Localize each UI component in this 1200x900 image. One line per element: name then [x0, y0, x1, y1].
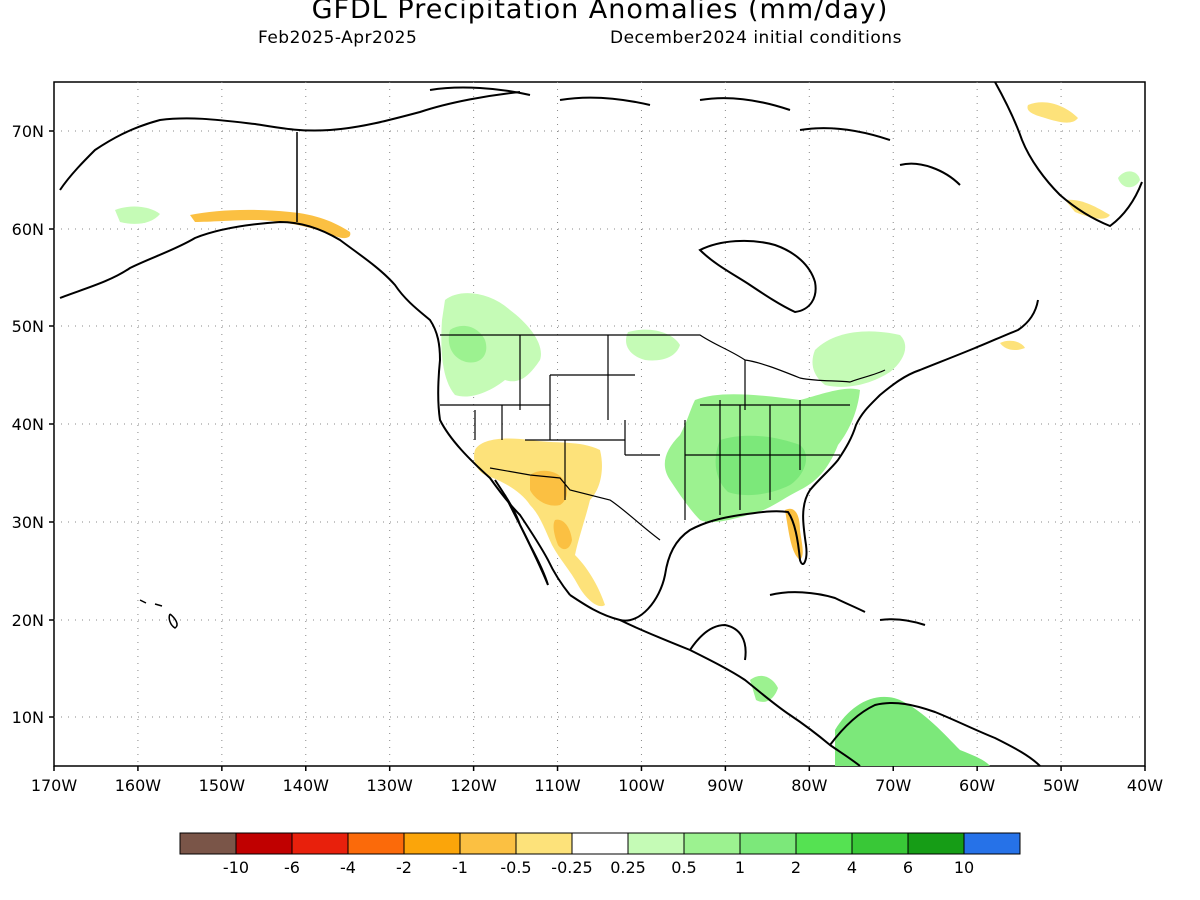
coastline-arctic-islands [429, 86, 961, 186]
dry-anomaly-mexico [553, 519, 572, 550]
longitude-labels: 170W 160W 150W 140W 130W 120W 110W 100W 90W 80W 70… [31, 776, 1163, 795]
coastline-alaska-north [59, 91, 521, 191]
coastline-hudson-bay [698, 239, 817, 314]
lon-label: 130W [367, 776, 414, 795]
lon-label: 100W [618, 776, 665, 795]
lon-label: 160W [115, 776, 162, 795]
lat-label: 60N [12, 220, 44, 239]
wet-anomaly-plains [625, 329, 680, 361]
coastline-yucatan [689, 623, 747, 661]
legend-label: 0.25 [610, 858, 646, 877]
legend-label: -10 [223, 858, 249, 877]
legend-swatch [515, 832, 573, 855]
legend-label: -6 [284, 858, 300, 877]
color-legend: -10 -6 -4 -2 -1 -0.5 -0.25 0.25 0.5 1 2 4 6 10 [179, 832, 1021, 877]
coastlines-and-borders [59, 81, 1143, 767]
wet-anomaly-south-america [835, 696, 990, 766]
coastline-central-america [619, 619, 861, 767]
legend-swatch [291, 832, 349, 855]
lon-label: 90W [707, 776, 743, 795]
legend-label: 10 [954, 858, 974, 877]
lat-label: 10N [12, 708, 44, 727]
wet-anomaly-central-america [750, 675, 778, 702]
lon-label: 60W [959, 776, 995, 795]
legend-swatch [179, 832, 237, 855]
coastline-south-america [829, 702, 1041, 767]
coastline-hispaniola [879, 618, 926, 626]
legend-label: -0.25 [551, 858, 592, 877]
state-borders [440, 334, 886, 541]
dry-anomaly-greenland-south [1065, 199, 1110, 219]
coastline-north-america-west [59, 220, 571, 596]
legend-swatch [851, 832, 909, 855]
dry-anomaly-southwest [474, 438, 605, 607]
coastline-baja [494, 479, 549, 586]
lon-label: 170W [31, 776, 78, 795]
legend-swatch [459, 832, 517, 855]
dry-anomaly-labrador [1000, 340, 1025, 351]
legend-swatch [739, 832, 797, 855]
legend-swatch [403, 832, 461, 855]
lon-label: 150W [199, 776, 246, 795]
lon-label: 120W [450, 776, 497, 795]
coastline-gulf-east [569, 299, 1039, 622]
legend-label: -4 [340, 858, 356, 877]
lon-label: 70W [875, 776, 911, 795]
legend-label: -2 [396, 858, 412, 877]
map-frame [53, 81, 1146, 767]
dry-anomaly-greenland [1027, 102, 1078, 123]
dry-anomaly-alaska-coast [190, 209, 351, 239]
lon-label: 110W [534, 776, 581, 795]
initial-conditions: December2024 initial conditions [610, 28, 902, 48]
legend-label: -0.5 [500, 858, 531, 877]
legend-label: 2 [791, 858, 801, 877]
wet-anomaly-alaska [115, 206, 160, 224]
lat-label: 40N [12, 415, 44, 434]
wet-anomaly-northwest [441, 293, 541, 397]
dry-anomaly-core [530, 470, 568, 506]
coastline-cuba [769, 591, 866, 613]
map-title: GFDL Precipitation Anomalies (mm/day) [311, 0, 889, 25]
lat-label: 50N [12, 317, 44, 336]
legend-swatch [683, 832, 741, 855]
legend-label: -1 [452, 858, 468, 877]
legend-swatch [907, 832, 965, 855]
lon-label: 40W [1127, 776, 1163, 795]
legend-swatch [347, 832, 405, 855]
forecast-period: Feb2025-Apr2025 [258, 28, 418, 48]
legend-swatch [235, 832, 293, 855]
legend-swatch [795, 832, 853, 855]
border-us-canada [440, 334, 886, 383]
state-grid [440, 335, 850, 520]
coastline-greenland [994, 81, 1143, 228]
legend-label: 4 [847, 858, 857, 877]
legend-swatch [571, 832, 629, 855]
lat-label: 20N [12, 611, 44, 630]
legend-label: 0.5 [671, 858, 696, 877]
latitude-labels: 70N 60N 50N 40N 30N 20N 10N [12, 122, 44, 727]
lon-label: 50W [1043, 776, 1079, 795]
legend-swatch [963, 832, 1021, 855]
legend-label: 6 [903, 858, 913, 877]
lon-label: 80W [791, 776, 827, 795]
lat-label: 30N [12, 513, 44, 532]
wet-anomaly-eastern-core [715, 435, 807, 496]
lon-label: 140W [283, 776, 330, 795]
legend-swatch [627, 832, 685, 855]
coastline-hawaii [139, 599, 178, 629]
lat-label: 70N [12, 122, 44, 141]
legend-label: 1 [735, 858, 745, 877]
wet-anomaly-northeast [812, 331, 906, 387]
wet-anomaly-greenland-east [1118, 171, 1140, 188]
